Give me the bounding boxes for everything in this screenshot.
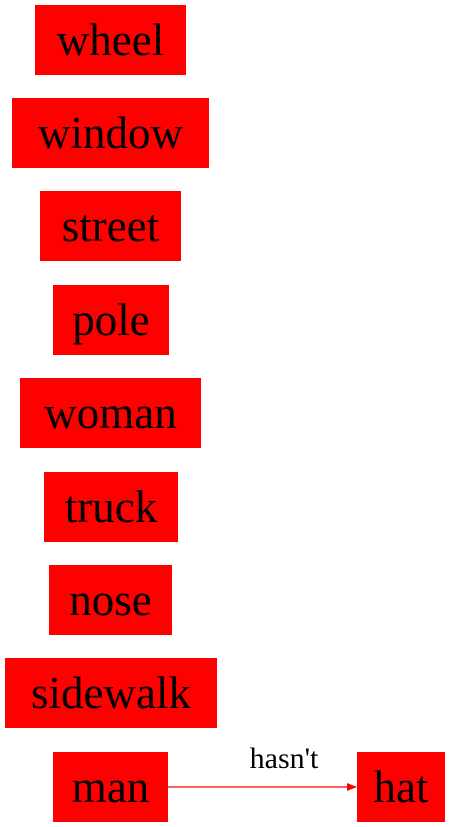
- node-man: man: [53, 752, 168, 822]
- node-truck: truck: [44, 472, 178, 542]
- node-nose: nose: [49, 565, 172, 635]
- edge-man-hat-label: hasn't: [249, 742, 319, 775]
- node-wheel: wheel: [35, 5, 186, 75]
- node-sidewalk: sidewalk: [5, 658, 217, 728]
- node-hat: hat: [357, 752, 445, 822]
- node-pole: pole: [53, 285, 169, 355]
- node-window: window: [12, 98, 209, 168]
- node-woman: woman: [20, 378, 201, 448]
- node-street: street: [40, 191, 181, 261]
